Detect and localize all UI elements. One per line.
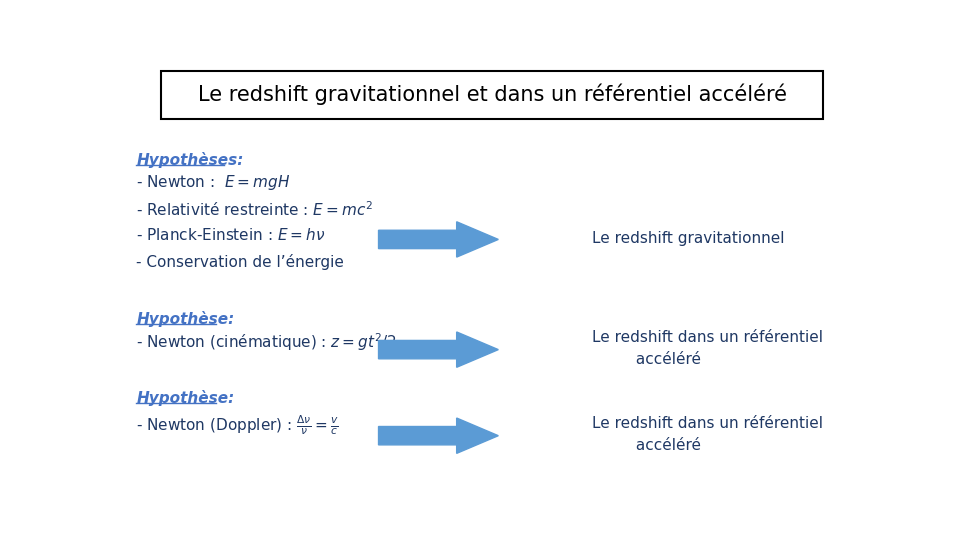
Text: Hypothèse:: Hypothèse: (136, 311, 234, 327)
FancyBboxPatch shape (161, 71, 823, 119)
Text: - Newton (Doppler) : $\frac{\Delta\nu}{\nu} = \frac{v}{c}$: - Newton (Doppler) : $\frac{\Delta\nu}{\… (136, 413, 339, 437)
Text: Le redshift dans un référentiel
         accéléré: Le redshift dans un référentiel accéléré (592, 330, 824, 367)
FancyArrow shape (378, 222, 498, 257)
Text: Hypothèse:: Hypothèse: (136, 390, 234, 406)
Text: Le redshift gravitationnel et dans un référentiel accéléré: Le redshift gravitationnel et dans un ré… (198, 84, 786, 105)
Text: - Conservation de l’énergie: - Conservation de l’énergie (136, 254, 345, 270)
Text: - Relativité restreinte : $E = mc^2$: - Relativité restreinte : $E = mc^2$ (136, 200, 373, 219)
FancyArrow shape (378, 332, 498, 367)
Text: Le redshift gravitationnel: Le redshift gravitationnel (592, 231, 785, 246)
Text: - Newton (cinématique) : $z = gt^2/2$: - Newton (cinématique) : $z = gt^2/2$ (136, 332, 396, 354)
Text: Le redshift dans un référentiel
         accéléré: Le redshift dans un référentiel accéléré (592, 416, 824, 454)
FancyArrow shape (378, 418, 498, 454)
Text: - Planck-Einstein : $E = h\nu$: - Planck-Einstein : $E = h\nu$ (136, 227, 325, 243)
Text: Hypothèses:: Hypothèses: (136, 152, 244, 168)
Text: - Newton :  $E = mgH$: - Newton : $E = mgH$ (136, 173, 291, 192)
